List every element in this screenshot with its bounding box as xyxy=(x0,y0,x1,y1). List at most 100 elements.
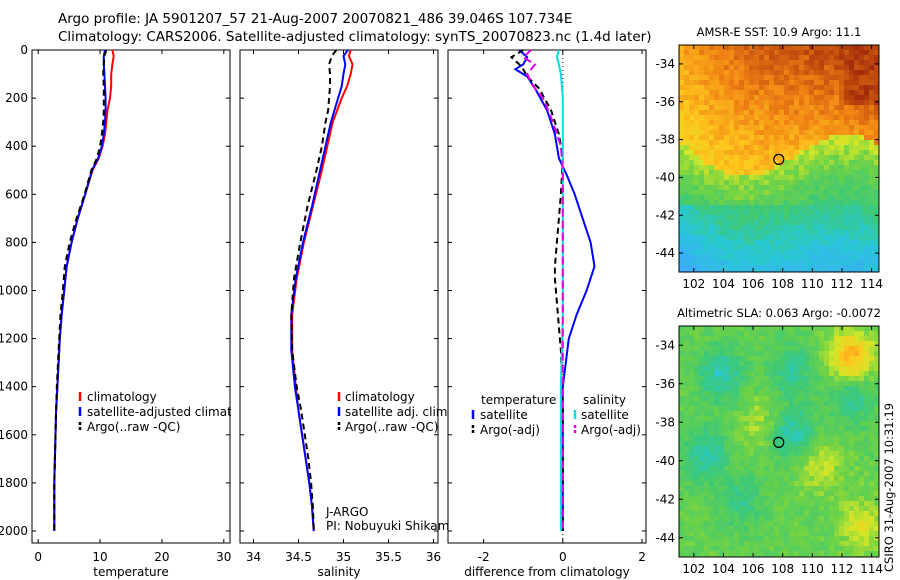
map-cell xyxy=(834,230,839,235)
map-cell xyxy=(794,486,799,491)
map-cell xyxy=(794,50,799,55)
map-cell xyxy=(869,331,874,336)
map-cell xyxy=(829,326,834,331)
map-cell xyxy=(844,205,849,210)
map-cell xyxy=(689,501,694,506)
y-tick-label: 1800 xyxy=(0,476,28,490)
map-cell xyxy=(684,195,689,200)
map-cell xyxy=(809,376,814,381)
map-cell xyxy=(704,140,709,145)
map-cell xyxy=(839,381,844,386)
map-cell xyxy=(699,521,704,526)
map-cell xyxy=(824,215,829,220)
map-cell xyxy=(709,381,714,386)
map-cell xyxy=(864,235,869,240)
map-cell xyxy=(774,110,779,115)
map-cell xyxy=(774,416,779,421)
map-cell xyxy=(814,496,819,501)
map-cell xyxy=(824,185,829,190)
map-cell xyxy=(684,180,689,185)
map-cell xyxy=(714,526,719,531)
map-cell xyxy=(724,65,729,70)
map-cell xyxy=(774,190,779,195)
map-cell xyxy=(804,65,809,70)
map-cell xyxy=(864,100,869,105)
map-cell xyxy=(824,336,829,341)
map-cell xyxy=(689,461,694,466)
map-cell xyxy=(709,105,714,110)
map-cell xyxy=(764,170,769,175)
map-cell xyxy=(854,160,859,165)
map-cell xyxy=(874,70,879,75)
map-cell xyxy=(869,401,874,406)
map-cell xyxy=(819,250,824,255)
map-cell xyxy=(814,165,819,170)
map-cell xyxy=(824,190,829,195)
map-cell xyxy=(789,496,794,501)
map-cell xyxy=(769,471,774,476)
map-cell xyxy=(774,175,779,180)
map-cell xyxy=(789,471,794,476)
map-cell xyxy=(754,50,759,55)
map-cell xyxy=(694,180,699,185)
argo-float-marker xyxy=(773,436,785,448)
map-cell xyxy=(744,476,749,481)
map-cell xyxy=(789,381,794,386)
map-cell xyxy=(769,105,774,110)
map-cell xyxy=(734,396,739,401)
map-cell xyxy=(684,120,689,125)
map-cell xyxy=(794,125,799,130)
map-cell xyxy=(854,371,859,376)
map-cell xyxy=(864,501,869,506)
x-tick-label: 34.5 xyxy=(285,550,312,564)
map-cell xyxy=(764,185,769,190)
y-tick-label: -42 xyxy=(655,492,675,506)
map-cell xyxy=(749,371,754,376)
map-cell xyxy=(739,466,744,471)
map-cell xyxy=(689,205,694,210)
map-cell xyxy=(784,401,789,406)
map-cell xyxy=(734,235,739,240)
map-cell xyxy=(859,536,864,541)
map-cell xyxy=(809,386,814,391)
map-cell xyxy=(709,456,714,461)
map-cell xyxy=(749,140,754,145)
map-cell xyxy=(844,441,849,446)
map-cell xyxy=(714,391,719,396)
map-cell xyxy=(804,105,809,110)
map-cell xyxy=(759,215,764,220)
map-cell xyxy=(774,170,779,175)
map-cell xyxy=(849,351,854,356)
map-cell xyxy=(754,476,759,481)
map-cell xyxy=(839,481,844,486)
map-cell xyxy=(699,531,704,536)
map-cell xyxy=(854,80,859,85)
map-cell xyxy=(704,426,709,431)
map-cell xyxy=(719,526,724,531)
map-cell xyxy=(839,421,844,426)
map-cell xyxy=(744,210,749,215)
map-cell xyxy=(844,436,849,441)
map-cell xyxy=(774,541,779,546)
map-cell xyxy=(804,371,809,376)
map-cell xyxy=(864,531,869,536)
map-cell xyxy=(869,75,874,80)
map-cell xyxy=(839,486,844,491)
map-cell xyxy=(854,516,859,521)
map-cell xyxy=(769,476,774,481)
map-cell xyxy=(764,481,769,486)
map-cell xyxy=(874,130,879,135)
map-cell xyxy=(749,436,754,441)
map-cell xyxy=(764,230,769,235)
map-cell xyxy=(704,331,709,336)
map-cell xyxy=(704,200,709,205)
map-cell xyxy=(684,331,689,336)
map-cell xyxy=(739,230,744,235)
map-cell xyxy=(744,180,749,185)
map-cell xyxy=(824,220,829,225)
map-cell xyxy=(719,481,724,486)
map-cell xyxy=(744,366,749,371)
map-cell xyxy=(799,536,804,541)
map-cell xyxy=(744,65,749,70)
map-cell xyxy=(679,270,684,272)
